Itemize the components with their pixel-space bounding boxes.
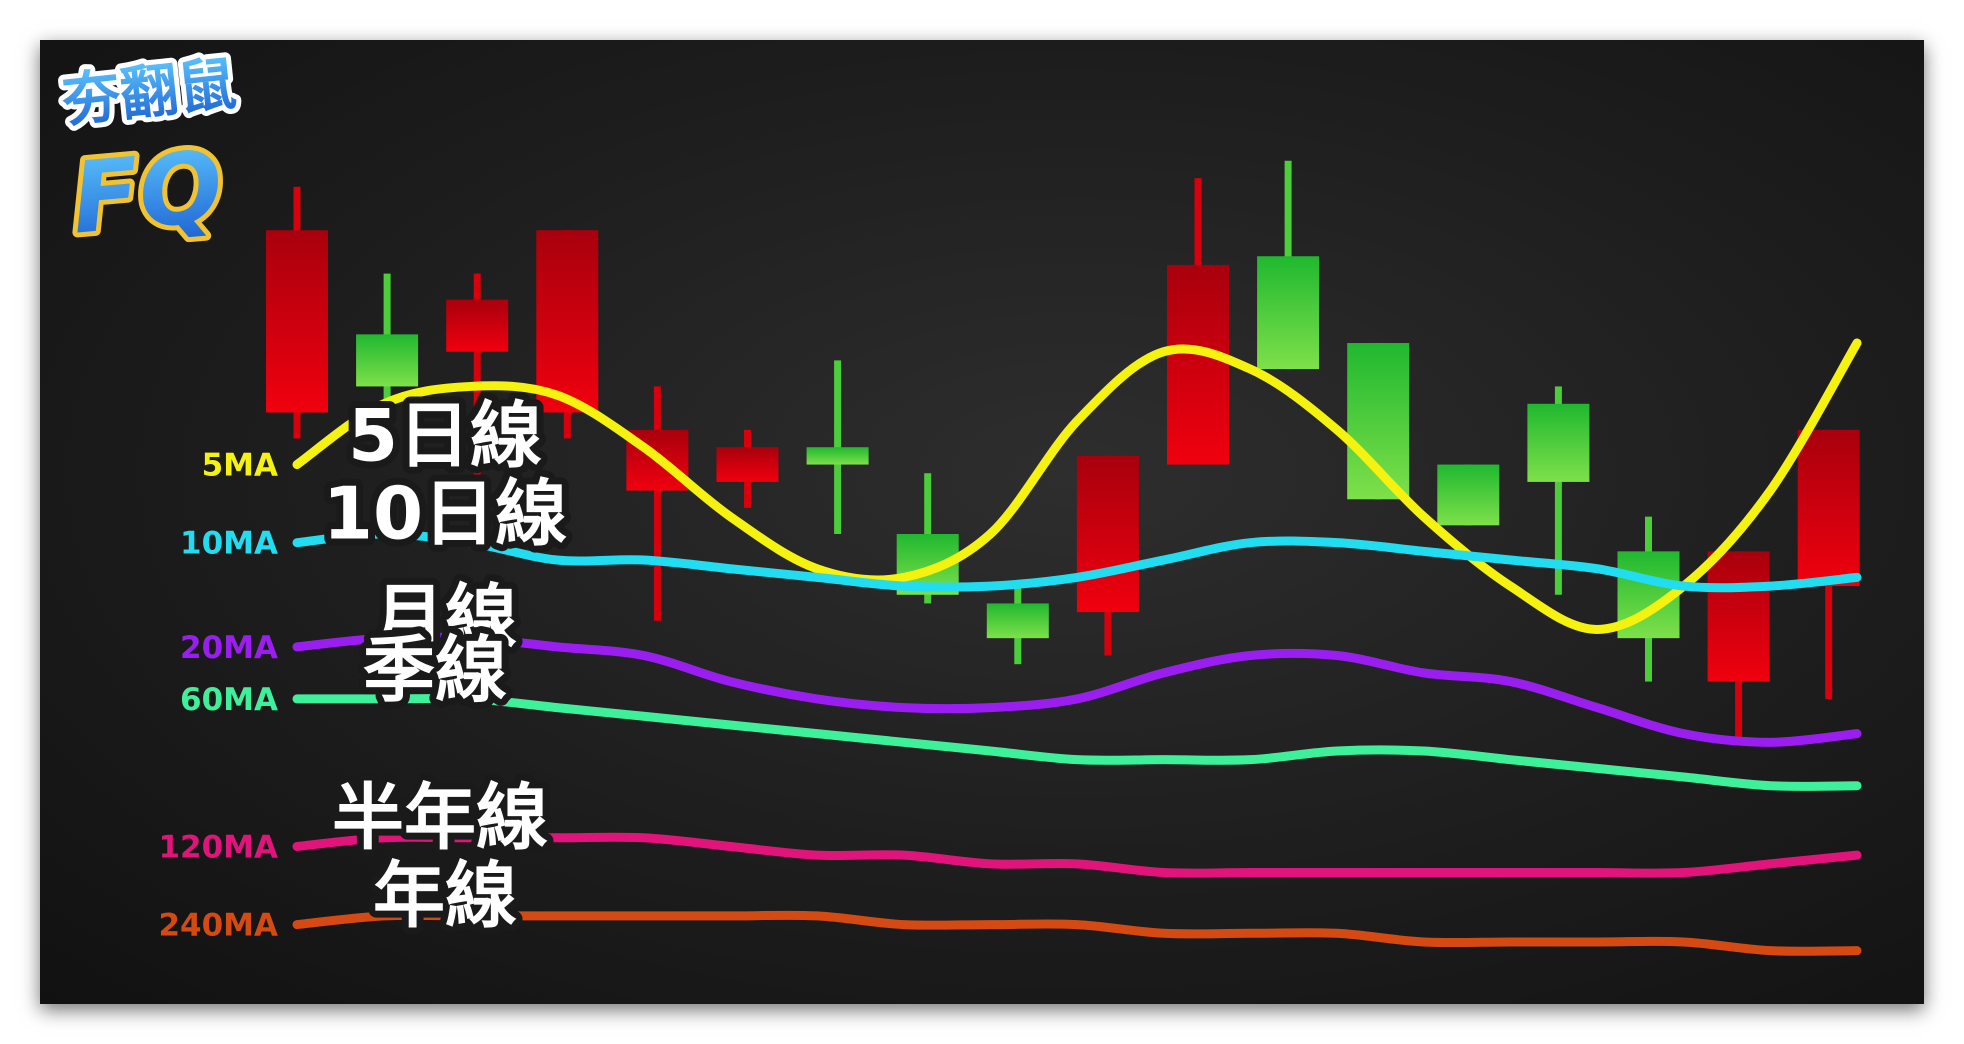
candle-body — [1257, 256, 1320, 370]
ma-line-10ma — [292, 529, 1862, 593]
candle-body — [986, 603, 1049, 639]
candle — [1167, 178, 1229, 465]
candle — [266, 186, 328, 439]
candle — [1527, 386, 1590, 595]
series-labels: 5MA 5日線 10MA 10日線 20MA 月線 60MA 季線 120MA 半年線 240MA 年… — [158, 387, 574, 945]
candlesticks — [266, 160, 1860, 743]
line-name-label: 月線 — [373, 576, 517, 660]
candle — [1257, 160, 1320, 370]
candle-body — [1076, 455, 1139, 613]
ma-line-240ma — [292, 910, 1862, 956]
candle — [1076, 455, 1139, 656]
logo-text-chinese: 夯翻鼠 — [58, 49, 239, 135]
candle-body — [536, 230, 599, 413]
candle-wick — [1554, 386, 1562, 595]
candle-wick — [473, 273, 481, 508]
candle — [716, 429, 779, 508]
moving-average-lines — [292, 338, 1862, 956]
candle — [1707, 551, 1770, 743]
candle — [626, 386, 689, 621]
candle-body — [1437, 464, 1500, 526]
line-name-label: 半年線 — [332, 775, 548, 859]
ma-line-20ma — [292, 632, 1862, 747]
ma-line-60ma — [292, 693, 1862, 791]
candle — [446, 273, 509, 508]
candle-body — [1167, 264, 1229, 465]
logo: 夯翻鼠 FQ — [53, 44, 244, 261]
ma-label-10ma: 10MA — [180, 526, 278, 562]
ma-label-60ma: 60MA — [180, 682, 278, 718]
line-name-label: 季線 — [363, 628, 507, 712]
candle-body — [1707, 551, 1770, 682]
candle-body — [266, 230, 328, 413]
candle — [986, 586, 1049, 665]
ma-label-5ma: 5MA — [202, 448, 278, 484]
logo-text-fq: FQ — [68, 130, 228, 257]
candle-body — [716, 447, 779, 482]
ma-label-240ma: 240MA — [158, 908, 278, 944]
candle — [1797, 429, 1860, 699]
ma-label-20ma: 20MA — [180, 630, 278, 666]
candle — [806, 360, 869, 534]
candle — [536, 230, 599, 439]
candle — [1437, 464, 1500, 526]
candle-body — [446, 299, 509, 352]
line-name-label: 10日線 — [323, 472, 567, 556]
candle-wick — [653, 386, 661, 621]
candle-body — [356, 334, 419, 387]
line-name-label: 年線 — [373, 854, 517, 938]
ma-label-120ma: 120MA — [158, 829, 278, 865]
candle — [356, 273, 419, 422]
candle-body — [806, 447, 869, 465]
candle-body — [1527, 403, 1590, 482]
line-name-label: 5日線 — [348, 394, 542, 478]
ma-line-5ma — [292, 338, 1862, 634]
ma-line-120ma — [292, 832, 1862, 878]
candle-body — [1797, 429, 1860, 587]
